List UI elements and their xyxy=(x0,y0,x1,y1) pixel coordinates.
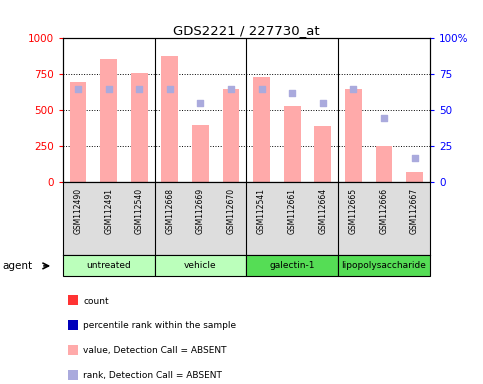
Text: GSM112666: GSM112666 xyxy=(380,188,388,234)
Text: untreated: untreated xyxy=(86,262,131,270)
Bar xyxy=(192,125,209,182)
Text: GSM112661: GSM112661 xyxy=(288,188,297,234)
Point xyxy=(288,90,296,96)
Bar xyxy=(376,146,392,182)
Text: count: count xyxy=(83,296,109,306)
Text: rank, Detection Call = ABSENT: rank, Detection Call = ABSENT xyxy=(83,371,222,381)
Bar xyxy=(70,82,86,182)
Text: GSM112667: GSM112667 xyxy=(410,188,419,234)
Text: GSM112491: GSM112491 xyxy=(104,188,113,234)
Text: GSM112665: GSM112665 xyxy=(349,188,358,234)
Bar xyxy=(246,255,338,276)
Point xyxy=(380,114,388,121)
Text: GSM112541: GSM112541 xyxy=(257,188,266,234)
Text: GSM112490: GSM112490 xyxy=(73,188,83,234)
Text: lipopolysaccharide: lipopolysaccharide xyxy=(341,262,426,270)
Point xyxy=(135,86,143,92)
Bar xyxy=(63,255,155,276)
Text: GSM112670: GSM112670 xyxy=(227,188,236,234)
Bar xyxy=(155,255,246,276)
Bar xyxy=(161,56,178,182)
Bar xyxy=(406,172,423,182)
Bar xyxy=(345,89,362,182)
Text: GSM112664: GSM112664 xyxy=(318,188,327,234)
Text: GSM112669: GSM112669 xyxy=(196,188,205,234)
Point xyxy=(197,100,204,106)
Text: agent: agent xyxy=(2,261,32,271)
Point xyxy=(227,86,235,92)
Bar xyxy=(131,73,148,182)
Text: GSM112668: GSM112668 xyxy=(165,188,174,234)
Text: value, Detection Call = ABSENT: value, Detection Call = ABSENT xyxy=(83,346,227,356)
Text: percentile rank within the sample: percentile rank within the sample xyxy=(83,321,236,331)
Bar xyxy=(314,126,331,182)
Bar xyxy=(253,77,270,182)
Bar xyxy=(223,89,240,182)
Point xyxy=(105,86,113,92)
Point xyxy=(166,86,174,92)
Bar xyxy=(100,59,117,182)
Title: GDS2221 / 227730_at: GDS2221 / 227730_at xyxy=(173,24,320,37)
Bar xyxy=(338,255,430,276)
Bar xyxy=(284,106,300,182)
Point xyxy=(74,86,82,92)
Text: galectin-1: galectin-1 xyxy=(270,262,315,270)
Point xyxy=(411,155,418,161)
Text: GSM112540: GSM112540 xyxy=(135,188,144,234)
Point xyxy=(258,86,266,92)
Text: vehicle: vehicle xyxy=(184,262,217,270)
Point xyxy=(319,100,327,106)
Point xyxy=(350,86,357,92)
